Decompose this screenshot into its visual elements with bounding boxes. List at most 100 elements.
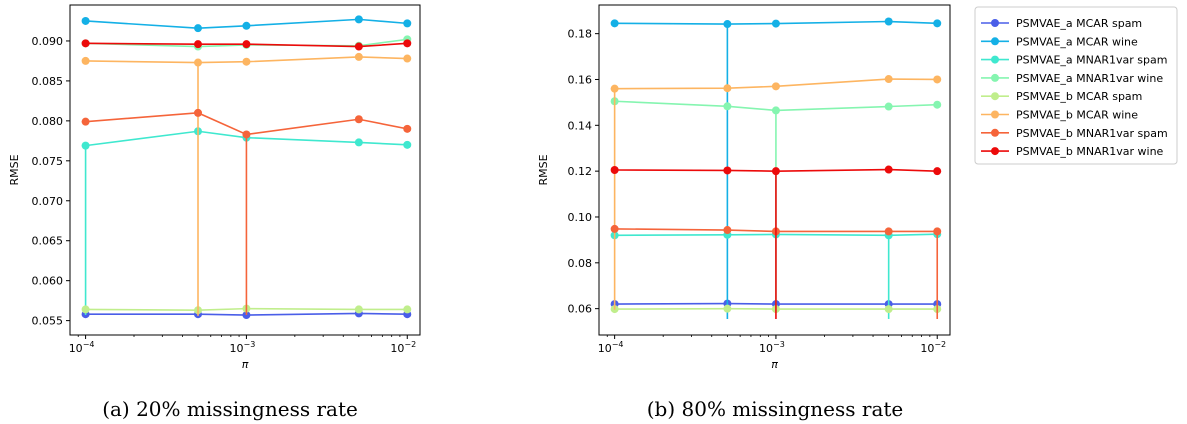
legend-label: PSMVAE_b MCAR wine: [1016, 109, 1138, 122]
x-axis-label: π: [771, 358, 778, 371]
data-point: [884, 165, 893, 174]
data-point: [194, 108, 203, 117]
y-axis-label: RMSE: [537, 154, 550, 185]
x-tick-label: 10−3: [230, 340, 256, 355]
legend-label: PSMVAE_b MNAR1var spam: [1016, 127, 1168, 140]
data-point: [403, 305, 412, 314]
data-point: [933, 19, 942, 28]
data-point: [354, 305, 363, 314]
y-tick-label: 0.16: [568, 73, 593, 86]
legend-label: PSMVAE_b MNAR1var wine: [1016, 145, 1164, 158]
y-tick-label: 0.090: [32, 35, 64, 48]
data-point: [242, 21, 251, 30]
axes-frame: [598, 4, 951, 336]
x-axis-label: π: [242, 358, 249, 371]
y-tick-label: 0.075: [32, 155, 64, 168]
caption-a: (a) 20% missingness rate: [102, 397, 358, 421]
y-tick-label: 0.10: [568, 211, 593, 224]
data-point: [723, 226, 732, 235]
legend-marker: [991, 19, 999, 27]
data-point: [771, 167, 780, 176]
data-point: [81, 16, 90, 25]
x-tick-label: 10−4: [598, 340, 624, 355]
data-point: [194, 24, 203, 33]
data-point: [403, 124, 412, 133]
data-point: [723, 20, 732, 29]
y-tick-label: 0.18: [568, 28, 593, 41]
data-point: [933, 227, 942, 236]
series-6: [81, 52, 412, 316]
y-tick-label: 0.06: [568, 303, 593, 316]
axes-frame: [69, 4, 421, 336]
data-point: [242, 40, 251, 49]
plot-a: 0.055 0.060 0.065 0.070 0.075 0.080 0.085 0.090…: [8, 4, 421, 371]
legend-entry: PSMVAE_b MCAR wine: [981, 109, 1138, 122]
data-point: [771, 106, 780, 115]
series-7: [81, 108, 412, 316]
legend-marker: [991, 128, 999, 137]
data-point: [354, 42, 363, 51]
legend-entry: PSMVAE_a MNAR1var spam: [981, 54, 1167, 67]
data-point: [933, 100, 942, 109]
x-tick-label: 10−2: [920, 340, 946, 355]
data-point: [242, 57, 251, 66]
legend-marker: [991, 92, 999, 101]
data-point: [884, 305, 893, 314]
legend-entry: PSMVAE_b MNAR1var wine: [981, 145, 1164, 158]
data-point: [933, 75, 942, 84]
legend-entry: PSMVAE_a MCAR spam: [981, 17, 1142, 30]
data-point: [610, 84, 619, 93]
data-point: [884, 227, 893, 236]
data-point: [403, 39, 412, 48]
series-8: [610, 165, 942, 319]
legend-marker: [991, 147, 999, 156]
y-tick-label: 0.08: [568, 257, 593, 270]
x-tick-label: 10−4: [69, 340, 95, 355]
legend-label: PSMVAE_a MCAR spam: [1016, 17, 1142, 30]
data-point: [610, 166, 619, 174]
data-point: [194, 58, 203, 67]
legend-entry: PSMVAE_b MCAR spam: [981, 90, 1142, 103]
y-tick-label: 0.065: [32, 235, 64, 248]
legend-entry: PSMVAE_b MNAR1var spam: [981, 127, 1168, 140]
data-point: [354, 138, 363, 147]
data-point: [242, 130, 251, 139]
legend: PSMVAE_a MCAR spam PSMVAE_a MCAR wine PSMV…: [974, 6, 1178, 165]
legend-marker: [991, 55, 999, 64]
data-point: [354, 15, 363, 24]
data-point: [723, 84, 732, 93]
y-tick-label: 0.12: [568, 165, 593, 178]
y-axis-label: RMSE: [8, 154, 21, 185]
data-point: [610, 224, 619, 233]
data-point: [81, 56, 90, 65]
data-point: [723, 102, 732, 111]
series-2: [81, 15, 412, 33]
data-point: [354, 115, 363, 124]
y-tick-label: 0.14: [568, 119, 593, 132]
data-point: [81, 141, 90, 150]
data-point: [194, 40, 203, 49]
data-point: [771, 19, 780, 28]
legend-marker: [991, 73, 999, 82]
y-tick-label: 0.070: [32, 195, 64, 208]
series-6: [610, 75, 942, 310]
data-point: [81, 39, 90, 48]
legend-label: PSMVAE_a MCAR wine: [1016, 35, 1138, 48]
data-point: [884, 17, 893, 26]
data-point: [884, 75, 893, 84]
data-point: [723, 304, 732, 313]
legend-marker: [991, 37, 999, 46]
y-tick-label: 0.080: [32, 115, 64, 128]
data-point: [771, 82, 780, 91]
data-point: [723, 166, 732, 175]
legend-marker: [991, 110, 999, 119]
data-point: [354, 52, 363, 61]
y-tick-label: 0.085: [32, 75, 64, 88]
data-point: [403, 19, 412, 28]
legend-label: PSMVAE_a MNAR1var spam: [1016, 54, 1167, 67]
data-point: [403, 140, 412, 149]
caption-b: (b) 80% missingness rate: [647, 397, 904, 421]
data-point: [610, 19, 619, 28]
series-8: [81, 39, 412, 51]
